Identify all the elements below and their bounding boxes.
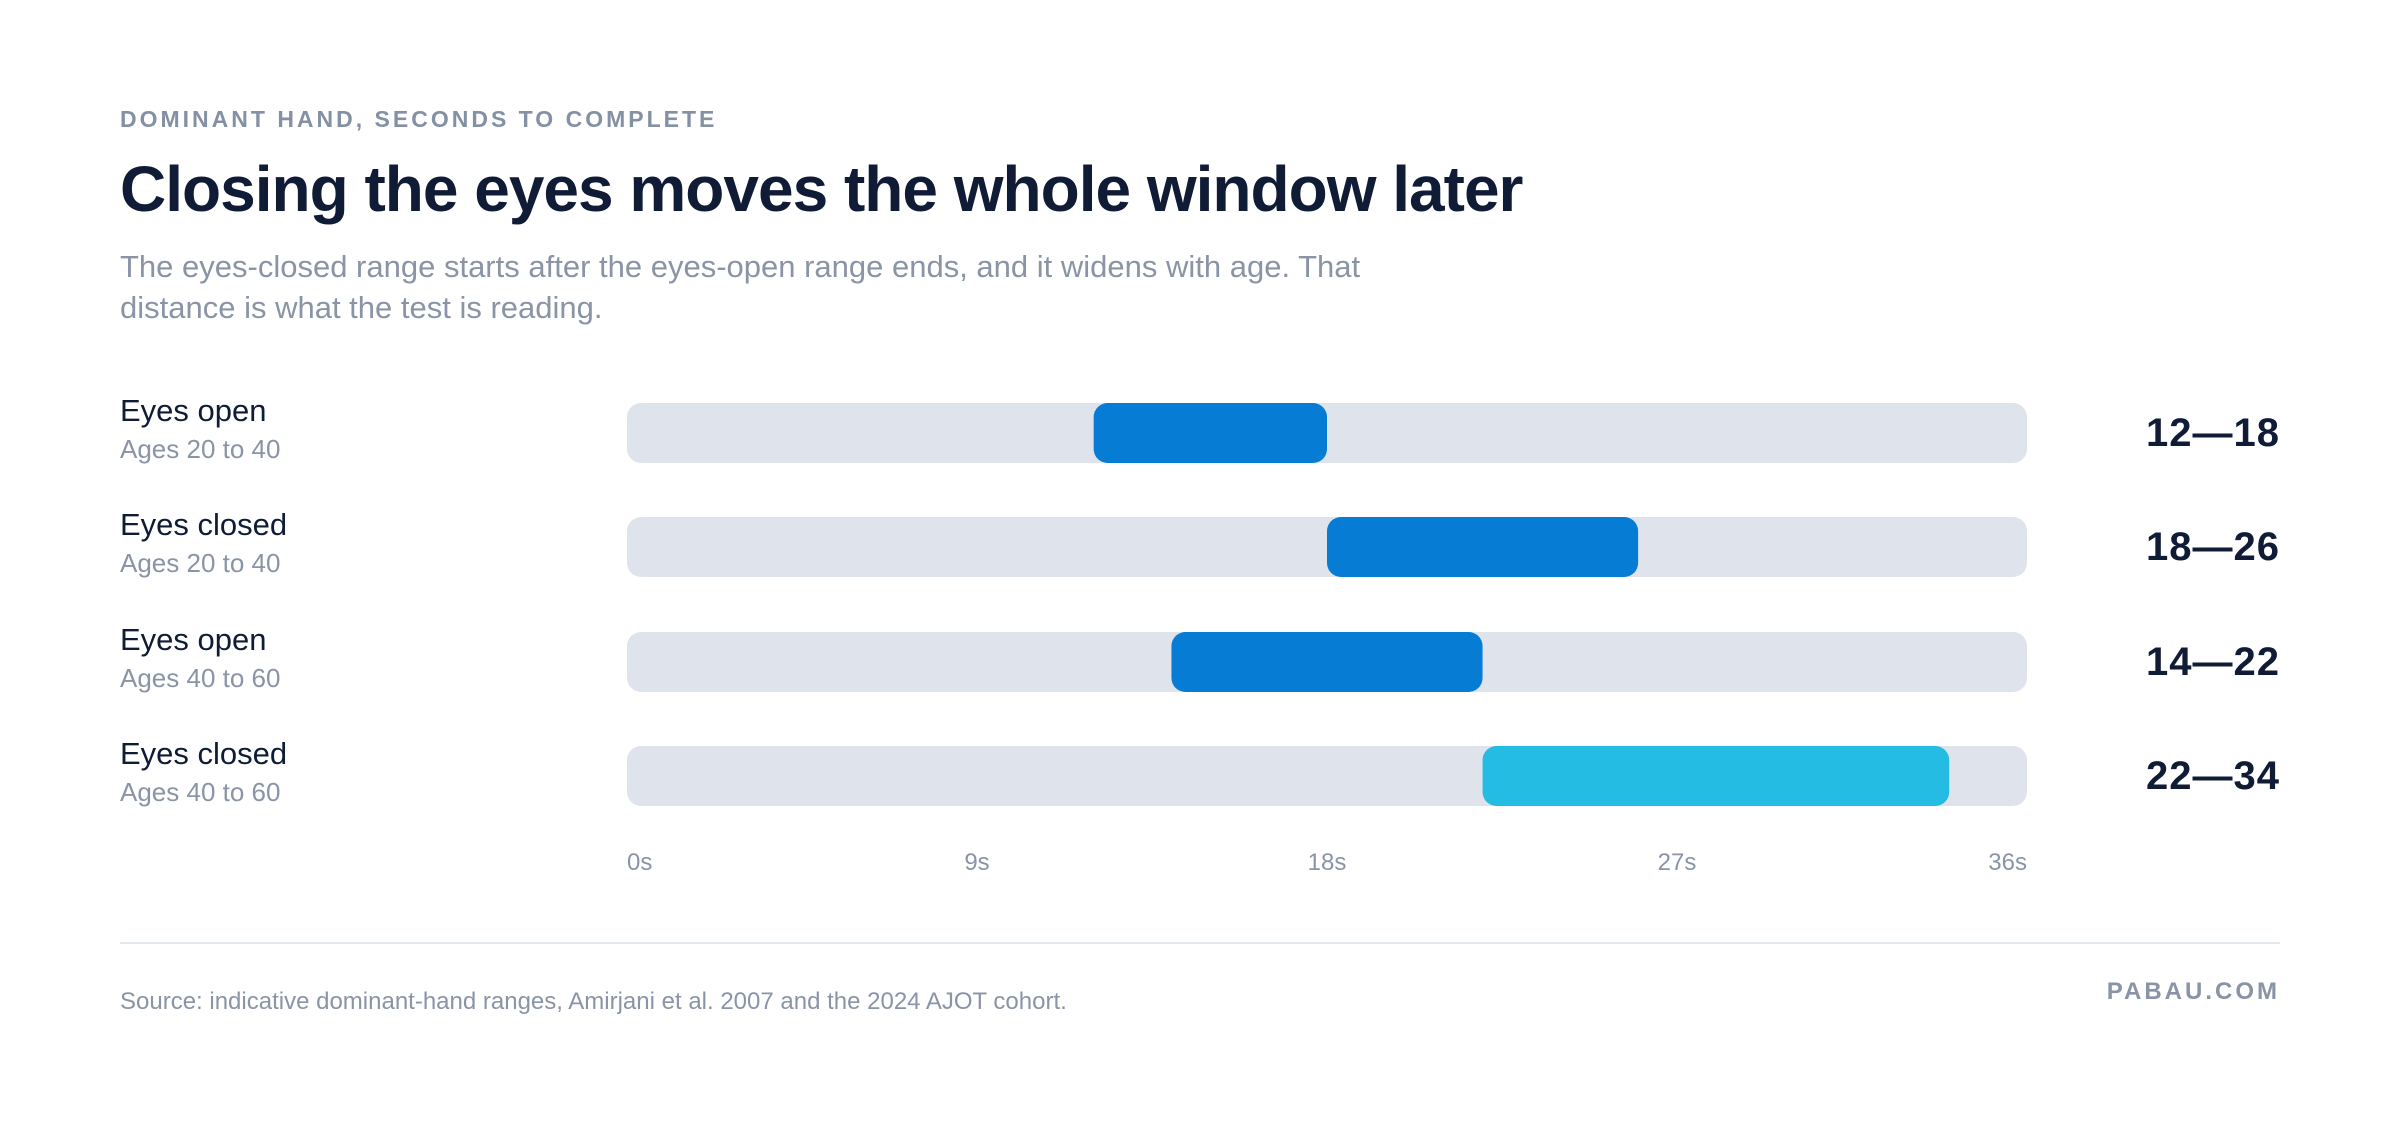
range-bar: [1482, 746, 1950, 806]
brand-logo: PABAU.COM: [2106, 978, 2280, 1005]
row-name: Eyes closed: [120, 507, 288, 542]
range-bar: [1093, 403, 1327, 463]
x-tick-label: 36s: [1988, 849, 2027, 876]
chart-title: Closing the eyes moves the whole window …: [120, 153, 1523, 225]
footer-divider: [120, 942, 2280, 944]
range-value-1: 12—18: [2146, 411, 2280, 455]
row-label-2: Eyes closed Ages 20 to 40: [120, 506, 600, 582]
x-tick-label: 27s: [1658, 849, 1697, 876]
range-value-2: 18—26: [2146, 525, 2280, 569]
range-value-4: 22—34: [2146, 754, 2280, 798]
chart-subtitle: The eyes-closed range starts after the e…: [120, 249, 1361, 325]
row-sublabel: Ages 20 to 40: [120, 548, 281, 578]
row-sublabel: Ages 40 to 60: [120, 777, 281, 807]
row-label-4: Eyes closed Ages 40 to 60: [120, 735, 600, 811]
x-tick-label: 0s: [627, 849, 652, 876]
range-bar: [1171, 632, 1483, 692]
row-sublabel: Ages 40 to 60: [120, 663, 281, 693]
row-name: Eyes closed: [120, 736, 288, 771]
row-label-1: Eyes open Ages 20 to 40: [120, 392, 600, 468]
x-tick-label: 9s: [964, 849, 989, 876]
row-label-3: Eyes open Ages 40 to 60: [120, 621, 600, 697]
range-value-3: 14—22: [2146, 640, 2280, 684]
chart-eyebrow: DOMINANT HAND, SECONDS TO COMPLETE: [120, 106, 718, 132]
row-name: Eyes open: [120, 393, 267, 428]
source-note: Source: indicative dominant-hand ranges,…: [120, 988, 1067, 1015]
x-tick-label: 18s: [1308, 849, 1347, 876]
row-sublabel: Ages 20 to 40: [120, 434, 281, 464]
range-bar: [1327, 517, 1639, 577]
row-name: Eyes open: [120, 622, 267, 657]
